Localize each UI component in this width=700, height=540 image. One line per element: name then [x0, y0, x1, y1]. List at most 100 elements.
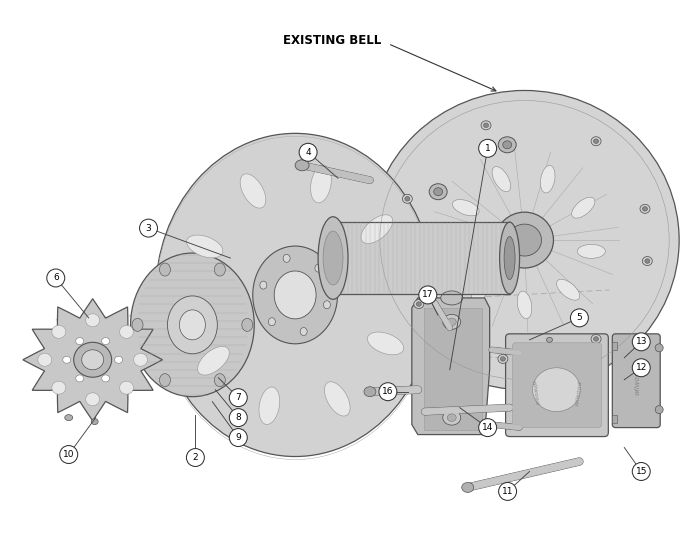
Circle shape	[632, 333, 650, 351]
Ellipse shape	[414, 300, 424, 308]
Ellipse shape	[38, 353, 52, 366]
Ellipse shape	[323, 301, 330, 309]
Ellipse shape	[132, 319, 143, 332]
Ellipse shape	[533, 368, 580, 411]
Circle shape	[230, 429, 247, 447]
Ellipse shape	[85, 314, 99, 327]
Ellipse shape	[416, 302, 421, 306]
Ellipse shape	[594, 337, 598, 341]
Ellipse shape	[214, 374, 225, 387]
Ellipse shape	[498, 137, 516, 153]
Ellipse shape	[498, 354, 508, 363]
Ellipse shape	[241, 319, 253, 332]
Ellipse shape	[452, 200, 479, 216]
Text: 12: 12	[636, 363, 647, 372]
Ellipse shape	[441, 291, 463, 305]
Ellipse shape	[508, 224, 542, 256]
Circle shape	[479, 139, 496, 157]
Ellipse shape	[160, 263, 171, 276]
Text: 17: 17	[422, 291, 433, 300]
Ellipse shape	[492, 166, 510, 192]
Ellipse shape	[283, 254, 290, 262]
Ellipse shape	[405, 197, 410, 201]
Ellipse shape	[260, 281, 267, 289]
Ellipse shape	[120, 381, 134, 394]
Ellipse shape	[370, 91, 679, 390]
Ellipse shape	[447, 414, 456, 421]
Ellipse shape	[643, 256, 652, 266]
Ellipse shape	[179, 310, 205, 340]
Ellipse shape	[187, 235, 223, 258]
Ellipse shape	[434, 188, 442, 195]
Ellipse shape	[591, 137, 601, 146]
Ellipse shape	[323, 231, 343, 285]
Ellipse shape	[311, 165, 331, 203]
Ellipse shape	[500, 357, 505, 361]
Ellipse shape	[643, 207, 648, 211]
Ellipse shape	[120, 326, 134, 339]
Ellipse shape	[443, 314, 461, 329]
Ellipse shape	[197, 346, 230, 375]
Ellipse shape	[591, 334, 601, 343]
Circle shape	[186, 449, 204, 467]
Polygon shape	[412, 298, 489, 435]
Ellipse shape	[594, 139, 598, 144]
Circle shape	[479, 418, 496, 436]
Ellipse shape	[484, 123, 489, 127]
Ellipse shape	[131, 253, 254, 397]
Ellipse shape	[160, 374, 171, 387]
Ellipse shape	[429, 184, 447, 200]
Ellipse shape	[167, 296, 217, 354]
Ellipse shape	[325, 222, 345, 294]
Text: 1: 1	[485, 144, 491, 153]
Text: 15: 15	[636, 467, 647, 476]
FancyBboxPatch shape	[505, 334, 608, 436]
Circle shape	[230, 389, 247, 407]
Ellipse shape	[91, 418, 98, 424]
Circle shape	[47, 269, 64, 287]
Bar	[335, 222, 510, 294]
Circle shape	[230, 409, 247, 427]
Ellipse shape	[318, 217, 348, 299]
Polygon shape	[23, 299, 162, 421]
Ellipse shape	[496, 212, 554, 268]
Ellipse shape	[274, 271, 316, 319]
Ellipse shape	[447, 318, 456, 326]
Ellipse shape	[259, 387, 280, 424]
Ellipse shape	[578, 245, 606, 258]
Ellipse shape	[325, 382, 350, 416]
Ellipse shape	[315, 264, 322, 272]
Text: 16: 16	[382, 387, 393, 396]
Ellipse shape	[540, 165, 555, 193]
Ellipse shape	[102, 338, 110, 345]
Ellipse shape	[64, 415, 73, 421]
Ellipse shape	[645, 259, 650, 264]
Text: wilwood: wilwood	[531, 380, 539, 406]
Ellipse shape	[444, 243, 471, 259]
Ellipse shape	[134, 353, 148, 366]
Circle shape	[632, 359, 650, 377]
Text: 3: 3	[146, 224, 151, 233]
Text: 7: 7	[235, 393, 241, 402]
Ellipse shape	[52, 381, 66, 394]
Text: 2: 2	[193, 453, 198, 462]
Ellipse shape	[268, 318, 275, 326]
Ellipse shape	[115, 356, 122, 363]
Ellipse shape	[368, 332, 404, 355]
Ellipse shape	[63, 356, 71, 363]
Circle shape	[60, 446, 78, 463]
Ellipse shape	[74, 342, 111, 377]
Text: 9: 9	[235, 433, 241, 442]
Circle shape	[570, 309, 589, 327]
Ellipse shape	[547, 338, 552, 342]
Ellipse shape	[102, 375, 110, 382]
FancyBboxPatch shape	[618, 340, 654, 422]
Circle shape	[299, 143, 317, 161]
Text: 5: 5	[577, 313, 582, 322]
Circle shape	[419, 286, 437, 304]
Text: 6: 6	[53, 273, 59, 282]
Ellipse shape	[155, 133, 435, 456]
FancyBboxPatch shape	[512, 343, 601, 428]
Ellipse shape	[572, 197, 595, 218]
Circle shape	[498, 482, 517, 501]
